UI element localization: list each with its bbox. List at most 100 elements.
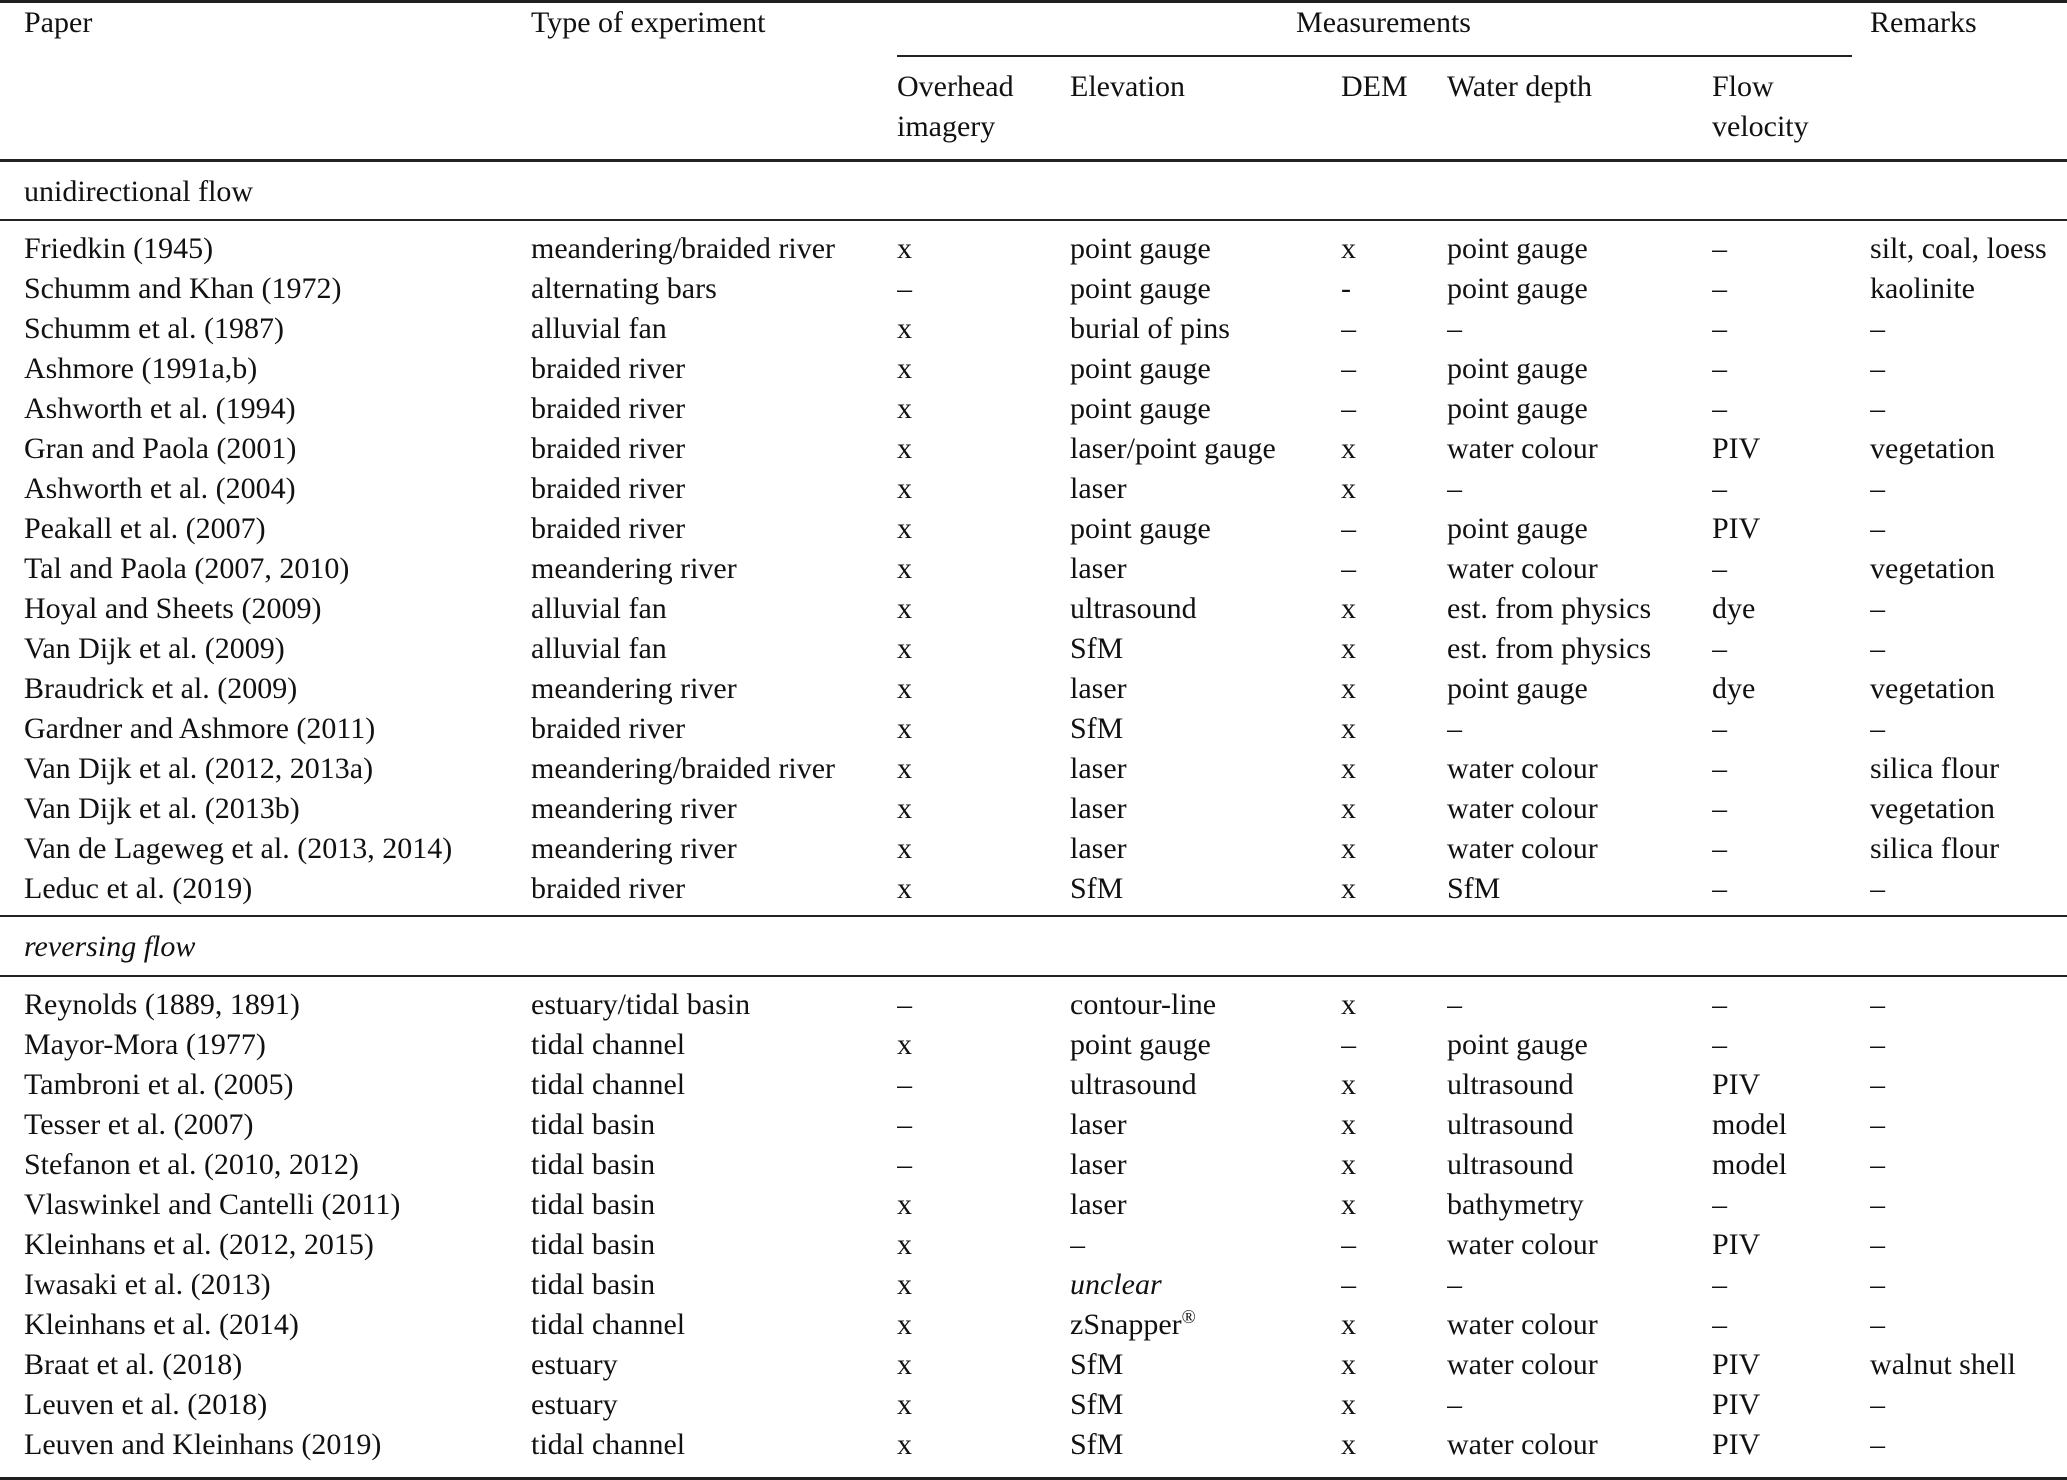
cell-flow-velocity: – <box>1712 1308 1727 1341</box>
table-row: Gran and Paola (2001) braided river x laser… <box>0 429 2067 469</box>
table-row: Braudrick et al. (2009) meandering river x… <box>0 669 2067 709</box>
cell-remarks: vegetation <box>1870 792 1995 825</box>
cell-water-depth: – <box>1447 712 1462 745</box>
cell-remarks: – <box>1870 1388 1886 1421</box>
cell-overhead-imagery: x <box>897 1188 912 1221</box>
cell-type-of-experiment: braided river <box>531 352 686 385</box>
cell-paper: Van Dijk et al. (2009) <box>24 632 285 665</box>
cell-flow-velocity: – <box>1712 472 1727 505</box>
cell-elevation: – <box>1070 1228 1085 1261</box>
cell-dem: x <box>1341 752 1356 785</box>
cell-elevation: ultrasound <box>1070 1068 1197 1101</box>
cell-water-depth: bathymetry <box>1447 1188 1584 1221</box>
cell-water-depth: ultrasound <box>1447 1068 1574 1101</box>
cell-elevation: contour-line <box>1070 988 1217 1021</box>
cell-type-of-experiment: tidal channel <box>531 1068 686 1101</box>
table-row: Vlaswinkel and Cantelli (2011) tidal basi… <box>0 1185 2067 1225</box>
cell-flow-velocity: – <box>1712 712 1727 745</box>
cell-type-of-experiment: tidal channel <box>531 1428 686 1461</box>
table-row: Schumm et al. (1987) alluvial fan x burial … <box>0 309 2067 349</box>
cell-type-of-experiment: meandering river <box>531 792 737 825</box>
header-sub-row: Overhead imagery Elevation DEM Water dep… <box>0 57 2067 160</box>
cell-remarks: vegetation <box>1870 552 1995 585</box>
table-row: Stefanon et al. (2010, 2012) tidal basin –… <box>0 1145 2067 1185</box>
section-label-row: unidirectional flow <box>0 160 2067 221</box>
cell-water-depth: – <box>1447 1268 1462 1301</box>
cell-dem: – <box>1341 552 1356 585</box>
cell-water-depth: water colour <box>1447 1308 1598 1341</box>
table-row: Leduc et al. (2019) braided river x SfM x SfM… <box>0 869 2067 916</box>
cell-paper: Van Dijk et al. (2012, 2013a) <box>24 752 374 785</box>
registered-trademark-symbol: ® <box>1181 1307 1196 1328</box>
table-row: Leuven et al. (2018) estuary x SfM x – PIV – <box>0 1385 2067 1425</box>
cell-water-depth: point gauge <box>1447 672 1588 705</box>
cell-dem: – <box>1341 1268 1356 1301</box>
cell-elevation: zSnapper® <box>1070 1307 1196 1341</box>
cell-paper: Gardner and Ashmore (2011) <box>24 712 376 745</box>
cell-dem: – <box>1341 1228 1356 1261</box>
cell-flow-velocity: PIV <box>1712 1068 1761 1101</box>
cell-overhead-imagery: x <box>897 352 912 385</box>
cell-flow-velocity: – <box>1712 872 1727 905</box>
cell-overhead-imagery: x <box>897 752 912 785</box>
measurements-group-label: Measurements <box>1296 6 1471 39</box>
table-header: Paper Type of experiment Measurements Re… <box>0 3 2067 160</box>
cell-flow-velocity: PIV <box>1712 432 1761 465</box>
cell-elevation: laser <box>1070 832 1127 865</box>
cell-flow-velocity: model <box>1712 1148 1787 1181</box>
cell-overhead-imagery: x <box>897 832 912 865</box>
col-group-measurements: Measurements <box>897 3 1870 57</box>
cell-flow-velocity: model <box>1712 1108 1787 1141</box>
cell-overhead-imagery: x <box>897 672 912 705</box>
cell-overhead-imagery: x <box>897 392 912 425</box>
cell-overhead-imagery: x <box>897 632 912 665</box>
cell-water-depth: point gauge <box>1447 272 1588 305</box>
table-row: Braat et al. (2018) estuary x SfM x water col… <box>0 1345 2067 1385</box>
cell-dem: x <box>1341 232 1356 265</box>
cell-flow-velocity: – <box>1712 272 1727 305</box>
cell-type-of-experiment: braided river <box>531 432 686 465</box>
cell-remarks: – <box>1870 592 1886 625</box>
cell-overhead-imagery: x <box>897 512 912 545</box>
cell-overhead-imagery: – <box>897 1148 912 1181</box>
cell-overhead-imagery: x <box>897 1268 912 1301</box>
cell-overhead-imagery: x <box>897 232 912 265</box>
cell-type-of-experiment: tidal basin <box>531 1228 656 1261</box>
cell-flow-velocity: dye <box>1712 672 1756 705</box>
cell-paper: Iwasaki et al. (2013) <box>24 1268 271 1301</box>
cell-remarks: – <box>1870 392 1886 425</box>
cell-elevation: laser <box>1070 792 1127 825</box>
cell-remarks: vegetation <box>1870 432 1995 465</box>
cell-dem: – <box>1341 512 1356 545</box>
cell-flow-velocity: dye <box>1712 592 1756 625</box>
table-row: Mayor-Mora (1977) tidal channel x point gau… <box>0 1025 2067 1065</box>
cell-remarks: – <box>1870 1188 1886 1221</box>
cell-dem: x <box>1341 832 1356 865</box>
cell-remarks: silica flour <box>1870 832 2000 865</box>
cell-paper: Mayor-Mora (1977) <box>24 1028 266 1061</box>
table-row: Friedkin (1945) meandering/braided river x… <box>0 220 2067 269</box>
cell-remarks: walnut shell <box>1870 1348 2016 1381</box>
cell-overhead-imagery: x <box>897 712 912 745</box>
cell-water-depth: water colour <box>1447 792 1598 825</box>
cell-water-depth: water colour <box>1447 1228 1598 1261</box>
cell-dem: x <box>1341 1068 1356 1101</box>
cell-water-depth: ultrasound <box>1447 1108 1574 1141</box>
header-spacer <box>531 57 897 160</box>
table-row: Kleinhans et al. (2014) tidal channel x zSn… <box>0 1305 2067 1345</box>
cell-water-depth: point gauge <box>1447 1028 1588 1061</box>
cell-water-depth: – <box>1447 472 1462 505</box>
cell-elevation: burial of pins <box>1070 312 1230 345</box>
cell-paper: Schumm et al. (1987) <box>24 312 284 345</box>
table-row: Hoyal and Sheets (2009) alluvial fan x ultr… <box>0 589 2067 629</box>
table-row: Van Dijk et al. (2013b) meandering river x… <box>0 789 2067 829</box>
cell-type-of-experiment: meandering river <box>531 832 737 865</box>
cell-elevation: point gauge <box>1070 352 1211 385</box>
cell-dem: x <box>1341 1308 1356 1341</box>
cell-water-depth: point gauge <box>1447 512 1588 545</box>
col-header-elevation: Elevation <box>1070 70 1185 103</box>
cell-elevation: laser/point gauge <box>1070 432 1276 465</box>
cell-dem: – <box>1341 312 1356 345</box>
cell-elevation: SfM <box>1070 1388 1124 1421</box>
